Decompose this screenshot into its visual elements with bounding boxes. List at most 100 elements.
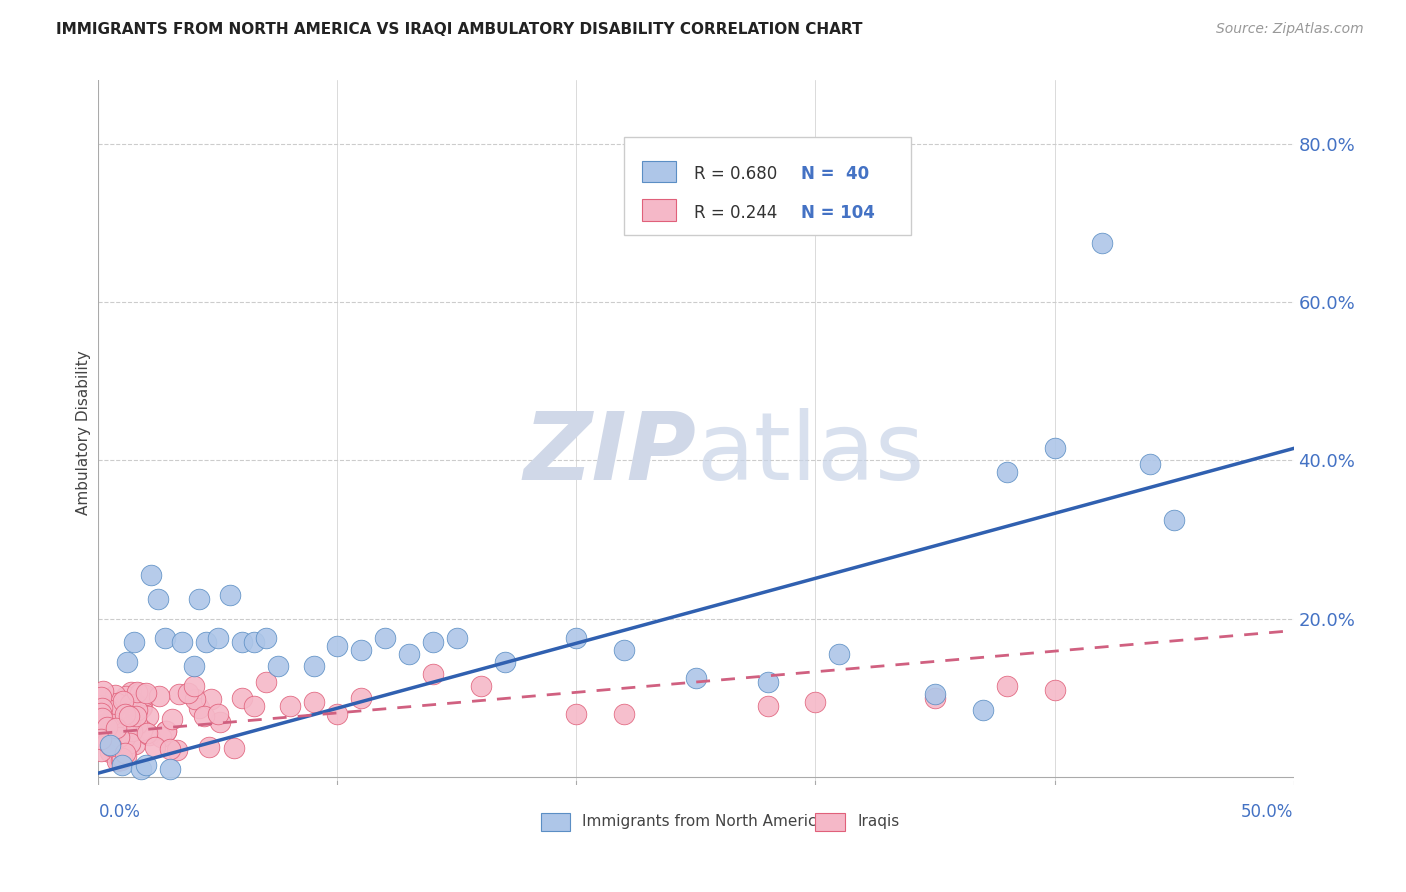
- Point: [828, 648, 851, 662]
- Point: [114, 730, 136, 744]
- Point: [184, 691, 207, 706]
- Point: [125, 707, 148, 722]
- Bar: [541, 814, 571, 830]
- Point: [131, 762, 153, 776]
- Point: [972, 703, 994, 717]
- Point: [197, 740, 219, 755]
- Point: [243, 635, 266, 649]
- Point: [207, 706, 229, 721]
- Text: N = 104: N = 104: [801, 203, 875, 222]
- Point: [167, 687, 190, 701]
- Point: [422, 667, 444, 681]
- Point: [565, 706, 588, 721]
- Point: [108, 752, 131, 766]
- Point: [114, 707, 136, 722]
- Point: [120, 736, 142, 750]
- Point: [90, 744, 112, 758]
- Point: [105, 754, 128, 768]
- Point: [124, 696, 146, 710]
- Point: [138, 709, 160, 723]
- Point: [94, 721, 117, 735]
- Point: [267, 659, 290, 673]
- Point: [350, 643, 373, 657]
- Point: [350, 690, 373, 705]
- Point: [1091, 235, 1114, 250]
- Point: [422, 635, 444, 649]
- Point: [494, 655, 516, 669]
- Point: [128, 686, 150, 700]
- Point: [159, 762, 181, 776]
- Point: [111, 694, 134, 708]
- Point: [112, 725, 135, 739]
- Point: [115, 655, 138, 669]
- Point: [120, 717, 142, 731]
- Point: [924, 690, 946, 705]
- Point: [120, 691, 142, 706]
- Text: 50.0%: 50.0%: [1241, 803, 1294, 821]
- Point: [118, 713, 141, 727]
- Point: [131, 699, 153, 714]
- Point: [183, 659, 205, 673]
- Point: [125, 709, 148, 723]
- Point: [155, 632, 177, 646]
- Point: [254, 675, 277, 690]
- Point: [90, 706, 112, 720]
- Point: [114, 749, 136, 764]
- Point: [120, 706, 142, 720]
- Point: [115, 690, 138, 704]
- Bar: [815, 814, 845, 830]
- Point: [90, 717, 112, 731]
- Point: [219, 588, 242, 602]
- Point: [134, 689, 156, 703]
- Point: [111, 758, 134, 772]
- Point: [91, 711, 114, 725]
- Point: [231, 690, 253, 705]
- Point: [118, 697, 141, 711]
- Point: [120, 685, 142, 699]
- Point: [148, 689, 170, 703]
- Point: [995, 465, 1018, 479]
- Point: [177, 686, 200, 700]
- Point: [195, 635, 218, 649]
- Point: [150, 730, 173, 744]
- Point: [100, 712, 122, 726]
- Point: [91, 684, 114, 698]
- Point: [172, 635, 194, 649]
- Point: [398, 648, 420, 662]
- Bar: [643, 161, 676, 183]
- Point: [1163, 513, 1185, 527]
- Point: [302, 659, 325, 673]
- Point: [96, 720, 118, 734]
- Point: [117, 709, 139, 723]
- Point: [96, 702, 118, 716]
- Text: Iraqis: Iraqis: [858, 814, 900, 829]
- Point: [91, 701, 114, 715]
- Point: [374, 632, 396, 646]
- Point: [565, 632, 588, 646]
- Point: [166, 743, 188, 757]
- Bar: [643, 200, 676, 221]
- Point: [995, 679, 1018, 693]
- Text: Source: ZipAtlas.com: Source: ZipAtlas.com: [1216, 22, 1364, 37]
- Point: [254, 632, 277, 646]
- Point: [124, 737, 146, 751]
- Point: [112, 724, 135, 739]
- Point: [1139, 458, 1161, 472]
- Point: [193, 709, 215, 723]
- Text: IMMIGRANTS FROM NORTH AMERICA VS IRAQI AMBULATORY DISABILITY CORRELATION CHART: IMMIGRANTS FROM NORTH AMERICA VS IRAQI A…: [56, 22, 863, 37]
- Point: [804, 695, 827, 709]
- Point: [136, 726, 159, 740]
- Point: [685, 671, 707, 685]
- Point: [208, 715, 231, 730]
- Point: [90, 729, 112, 743]
- Point: [470, 679, 492, 693]
- Point: [183, 679, 205, 693]
- Y-axis label: Ambulatory Disability: Ambulatory Disability: [76, 351, 91, 515]
- Point: [98, 739, 122, 753]
- Point: [93, 717, 115, 731]
- Point: [613, 706, 636, 721]
- Point: [200, 692, 222, 706]
- Point: [98, 746, 121, 760]
- Point: [96, 717, 118, 731]
- Text: Immigrants from North America: Immigrants from North America: [582, 814, 827, 829]
